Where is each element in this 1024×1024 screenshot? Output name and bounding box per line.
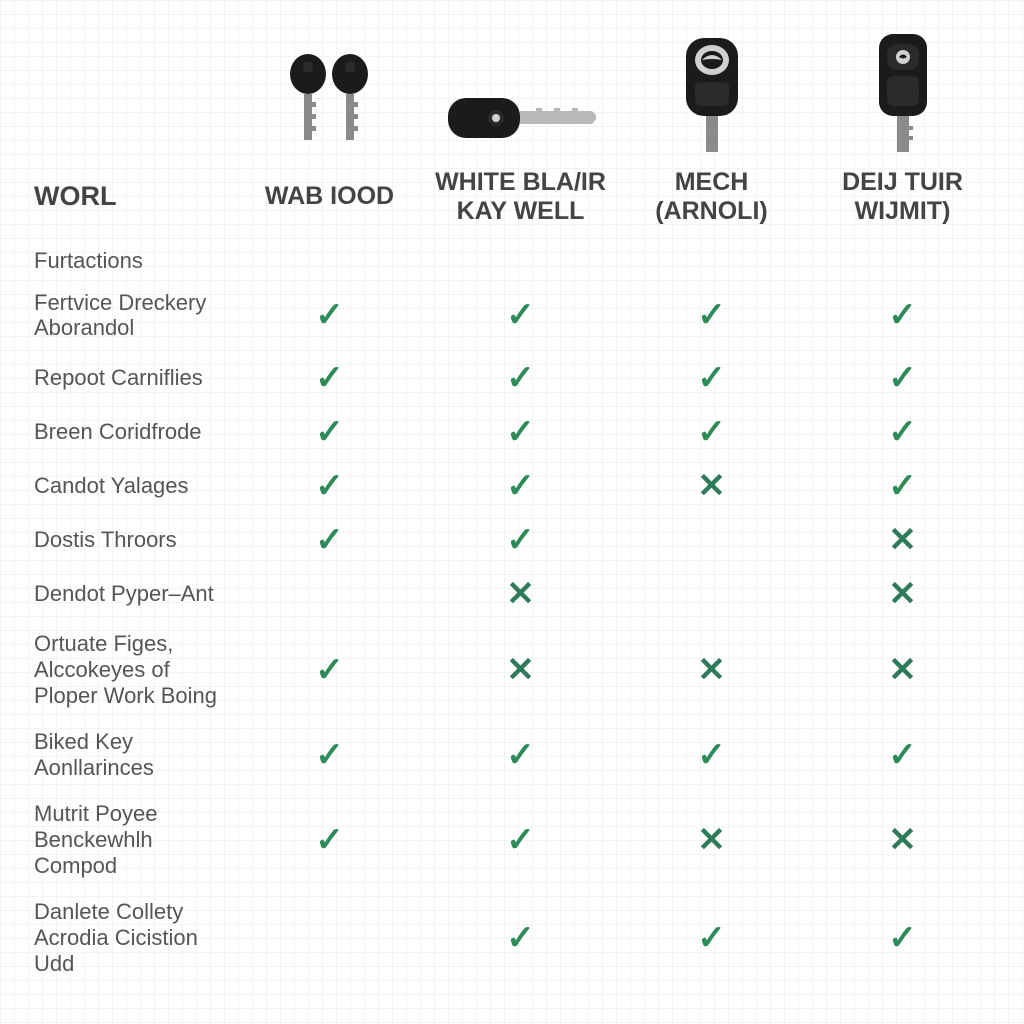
feature-cell: ✓ bbox=[811, 459, 994, 513]
check-icon: ✓ bbox=[506, 298, 535, 332]
feature-cell: ✓ bbox=[429, 288, 612, 342]
feature-cell: ✓ bbox=[429, 513, 612, 567]
cross-icon: ✕ bbox=[888, 653, 917, 687]
check-icon: ✓ bbox=[315, 823, 344, 857]
feature-row-label: Breen Coridfrode bbox=[30, 409, 230, 455]
feature-row-label: Danlete Collety Acrodia Cicistion Udd bbox=[30, 889, 230, 987]
check-icon: ✓ bbox=[888, 469, 917, 503]
check-icon: ✓ bbox=[888, 298, 917, 332]
check-icon: ✓ bbox=[506, 823, 535, 857]
cross-icon: ✕ bbox=[506, 577, 535, 611]
feature-cell: ✓ bbox=[811, 351, 994, 405]
check-icon: ✓ bbox=[315, 298, 344, 332]
feature-row-label: Candot Yalages bbox=[30, 463, 230, 509]
feature-cell: ✓ bbox=[620, 351, 803, 405]
feature-cell: ✓ bbox=[238, 288, 421, 342]
cross-icon: ✕ bbox=[697, 823, 726, 857]
feature-cell: ✓ bbox=[238, 513, 421, 567]
cross-icon: ✕ bbox=[506, 653, 535, 687]
feature-row-label: Dendot Pyper–Ant bbox=[30, 571, 230, 617]
check-icon: ✓ bbox=[315, 415, 344, 449]
check-icon: ✓ bbox=[506, 469, 535, 503]
feature-row-label: Biked Key Aonllarinces bbox=[30, 719, 230, 791]
column-title: WAB IOOD bbox=[238, 174, 421, 223]
comparison-table: WORLWAB IOODWHITE BLA/IR KAY WELLMECH (A… bbox=[30, 30, 994, 987]
feature-cell: ✓ bbox=[238, 351, 421, 405]
feature-cell: ✓ bbox=[811, 911, 994, 965]
feature-cell: ✕ bbox=[620, 643, 803, 697]
feature-cell: ✓ bbox=[238, 728, 421, 782]
header-spacer bbox=[30, 30, 230, 160]
feature-cell: ✓ bbox=[620, 728, 803, 782]
feature-cell: ✓ bbox=[620, 288, 803, 342]
feature-row-label: Mutrit Poyee Benckewhlh Compod bbox=[30, 791, 230, 889]
feature-cell: ✓ bbox=[238, 643, 421, 697]
feature-cell: ✓ bbox=[429, 911, 612, 965]
check-icon: ✓ bbox=[888, 738, 917, 772]
check-icon: ✓ bbox=[506, 921, 535, 955]
check-icon: ✓ bbox=[315, 523, 344, 557]
feature-cell: ✓ bbox=[238, 459, 421, 513]
check-icon: ✓ bbox=[315, 361, 344, 395]
feature-cell: ✕ bbox=[811, 567, 994, 621]
column-key-icon bbox=[620, 30, 803, 160]
check-icon: ✓ bbox=[506, 415, 535, 449]
feature-row-label: Repoot Carniflies bbox=[30, 355, 230, 401]
check-icon: ✓ bbox=[697, 415, 726, 449]
check-icon: ✓ bbox=[888, 361, 917, 395]
section-title: Furtactions bbox=[30, 238, 994, 280]
column-title: MECH (ARNOLI) bbox=[620, 160, 803, 238]
feature-cell: ✕ bbox=[811, 643, 994, 697]
cross-icon: ✕ bbox=[697, 653, 726, 687]
check-icon: ✓ bbox=[506, 738, 535, 772]
feature-row-label: Fertvice Dreckery Aborandol bbox=[30, 280, 230, 352]
feature-cell: ✕ bbox=[811, 813, 994, 867]
check-icon: ✓ bbox=[697, 298, 726, 332]
feature-cell: ✓ bbox=[620, 911, 803, 965]
feature-row-label: Ortuate Figes, Alccokeyes of Ploper Work… bbox=[30, 621, 230, 719]
check-icon: ✓ bbox=[697, 921, 726, 955]
feature-cell bbox=[238, 584, 421, 604]
feature-cell: ✓ bbox=[811, 405, 994, 459]
feature-cell: ✕ bbox=[429, 567, 612, 621]
column-key-icon bbox=[811, 30, 994, 160]
feature-cell: ✓ bbox=[429, 728, 612, 782]
feature-cell: ✓ bbox=[429, 405, 612, 459]
feature-cell: ✓ bbox=[238, 813, 421, 867]
check-icon: ✓ bbox=[697, 361, 726, 395]
feature-cell: ✓ bbox=[429, 351, 612, 405]
feature-cell: ✕ bbox=[811, 513, 994, 567]
feature-cell: ✓ bbox=[811, 728, 994, 782]
feature-cell: ✓ bbox=[620, 405, 803, 459]
check-icon: ✓ bbox=[888, 921, 917, 955]
feature-cell: ✕ bbox=[620, 459, 803, 513]
feature-cell: ✕ bbox=[620, 813, 803, 867]
feature-cell: ✓ bbox=[429, 459, 612, 513]
feature-cell bbox=[620, 530, 803, 550]
check-icon: ✓ bbox=[315, 738, 344, 772]
check-icon: ✓ bbox=[315, 469, 344, 503]
feature-cell bbox=[238, 928, 421, 948]
cross-icon: ✕ bbox=[888, 823, 917, 857]
check-icon: ✓ bbox=[506, 523, 535, 557]
check-icon: ✓ bbox=[888, 415, 917, 449]
column-title: DEIJ TUIR WIJMIT) bbox=[811, 160, 994, 238]
feature-cell: ✓ bbox=[429, 813, 612, 867]
feature-cell bbox=[620, 584, 803, 604]
row-header-title: WORL bbox=[30, 173, 230, 224]
check-icon: ✓ bbox=[506, 361, 535, 395]
column-key-icon bbox=[429, 30, 612, 160]
cross-icon: ✕ bbox=[888, 523, 917, 557]
check-icon: ✓ bbox=[315, 653, 344, 687]
feature-cell: ✕ bbox=[429, 643, 612, 697]
feature-cell: ✓ bbox=[811, 288, 994, 342]
cross-icon: ✕ bbox=[697, 469, 726, 503]
column-title: WHITE BLA/IR KAY WELL bbox=[429, 160, 612, 238]
check-icon: ✓ bbox=[697, 738, 726, 772]
feature-cell: ✓ bbox=[238, 405, 421, 459]
feature-row-label: Dostis Throors bbox=[30, 517, 230, 563]
cross-icon: ✕ bbox=[888, 577, 917, 611]
column-key-icon bbox=[238, 30, 421, 160]
